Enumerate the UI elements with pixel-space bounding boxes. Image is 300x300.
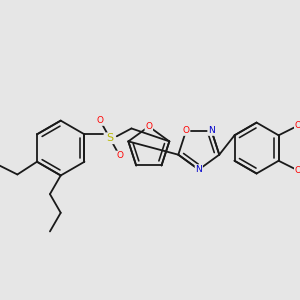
Text: O: O (116, 152, 123, 160)
Text: O: O (295, 166, 300, 175)
Text: O: O (145, 122, 152, 131)
Text: O: O (97, 116, 104, 125)
Text: N: N (195, 165, 202, 174)
Text: O: O (183, 126, 190, 135)
Text: O: O (295, 121, 300, 130)
Text: S: S (106, 133, 113, 143)
Text: N: N (208, 126, 215, 135)
